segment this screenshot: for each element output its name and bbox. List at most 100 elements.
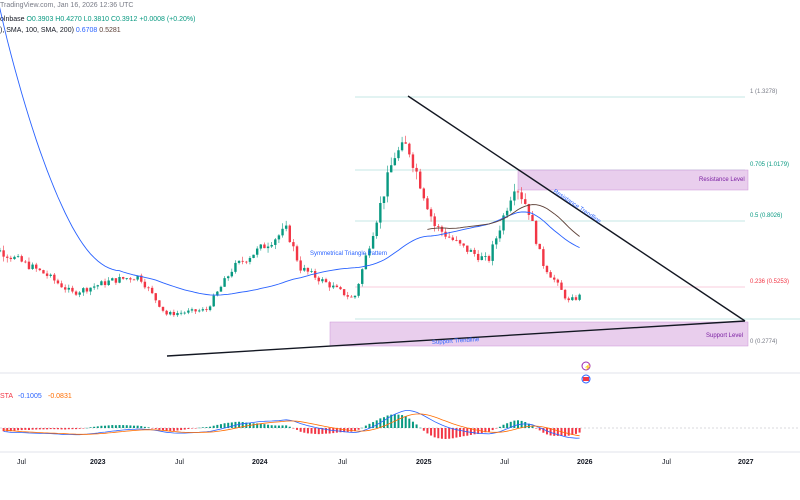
- candle-body: [230, 271, 234, 277]
- macd-bar: [187, 428, 190, 429]
- macd-bar: [107, 425, 110, 428]
- macd-bar: [473, 428, 476, 435]
- macd-bar: [437, 428, 440, 439]
- macd-bar: [524, 421, 527, 428]
- support-trendline: [166, 320, 746, 357]
- macd-bar: [567, 428, 570, 436]
- macd-bar: [444, 428, 447, 439]
- candle-body: [277, 235, 281, 240]
- macd-bar: [564, 428, 567, 436]
- candle-body: [201, 309, 205, 311]
- macd-bar: [46, 428, 49, 430]
- candle-body: [252, 254, 255, 258]
- candle-body: [16, 256, 20, 257]
- candle-body: [476, 253, 480, 261]
- candle-body: [150, 287, 154, 294]
- candle-body: [397, 150, 400, 159]
- candle-body: [205, 309, 208, 311]
- macd-bar: [343, 428, 346, 433]
- candle-body: [125, 278, 128, 280]
- candle-body: [154, 293, 157, 301]
- candle-body: [462, 243, 465, 246]
- macd-bar: [303, 428, 306, 433]
- macd-bar: [306, 428, 309, 434]
- macd-bar: [386, 415, 389, 428]
- candle-body: [371, 236, 375, 249]
- candle-body: [100, 281, 103, 286]
- macd-bar: [491, 428, 494, 431]
- candle-body: [509, 200, 512, 211]
- support-zone-label: Support Level: [706, 333, 743, 339]
- macd-bar: [498, 426, 501, 428]
- candle-body: [299, 260, 302, 271]
- ohlc-high: H0.4270: [55, 16, 82, 23]
- macd-bar: [6, 428, 9, 432]
- candle-body: [350, 296, 353, 298]
- candle-body: [426, 198, 429, 210]
- macd-bar: [114, 425, 117, 428]
- macd-bar: [440, 428, 443, 439]
- candle-body: [534, 220, 538, 244]
- macd-bar: [17, 428, 20, 431]
- candle-body: [408, 143, 411, 155]
- macd-bar: [480, 428, 483, 434]
- fib-label-1: 1 (1.3278): [750, 89, 777, 95]
- macd-bar: [118, 425, 121, 428]
- candle-body: [549, 272, 552, 278]
- candle-body: [368, 248, 371, 256]
- candle-body: [208, 306, 212, 311]
- candle-body: [303, 267, 306, 271]
- fib-label-0: 0 (0.2774): [750, 339, 777, 345]
- candle-body: [328, 282, 331, 288]
- chart-source: TradingView.com, Jan 16, 2026 12:36 UTC: [0, 2, 134, 9]
- macd-bar: [270, 425, 273, 428]
- candle-body: [143, 281, 147, 288]
- macd-bar: [375, 420, 378, 428]
- macd-bar: [85, 427, 88, 429]
- candle-body: [187, 310, 190, 313]
- candle-body: [223, 278, 226, 287]
- candle-body: [53, 274, 56, 281]
- x-tick-label: 2023: [90, 459, 106, 466]
- macd-bar: [379, 418, 382, 428]
- candle-body: [165, 310, 168, 315]
- pattern-label: Symmetrical Triangle Pattern: [310, 251, 387, 257]
- macd-bar: [35, 428, 38, 430]
- candle-body: [270, 244, 273, 247]
- candle-body: [578, 294, 581, 300]
- candle-body: [147, 287, 150, 289]
- macd-bar: [158, 428, 161, 430]
- signal-line: [3, 413, 580, 437]
- macd-bar: [310, 428, 313, 434]
- macd-bar: [372, 422, 375, 428]
- macd-bar: [364, 425, 367, 428]
- macd-bar: [488, 428, 491, 432]
- x-tick-label: Jul: [662, 459, 671, 466]
- event-icon-lightning: [581, 361, 591, 371]
- macd-bar: [328, 428, 331, 434]
- candle-body: [132, 279, 136, 281]
- fib-label-0236: 0.236 (0.5253): [750, 279, 789, 285]
- candle-body: [451, 237, 454, 240]
- macd-bar: [259, 423, 262, 428]
- macd-bar: [433, 428, 436, 438]
- resistance-trendline: [407, 95, 746, 322]
- macd-bar: [477, 428, 480, 434]
- candle-body: [556, 279, 560, 283]
- ma200-line: [427, 204, 580, 237]
- macd-bar: [292, 428, 295, 429]
- macd-bar: [553, 428, 556, 436]
- macd-bar: [230, 422, 233, 428]
- macd-bar: [67, 428, 70, 430]
- candle-body: [234, 262, 237, 272]
- x-axis: Jul 2023 Jul 2024 Jul 2025 Jul 2026 Jul …: [17, 459, 754, 466]
- macd-bar: [42, 428, 45, 430]
- ma100-line: [0, 7, 580, 296]
- fib-label-05: 0.5 (0.8026): [750, 213, 782, 219]
- candle-body: [31, 264, 34, 269]
- macd-bar: [274, 425, 277, 428]
- candle-body: [9, 257, 13, 260]
- candle-body: [63, 287, 67, 290]
- candle-body: [411, 154, 415, 168]
